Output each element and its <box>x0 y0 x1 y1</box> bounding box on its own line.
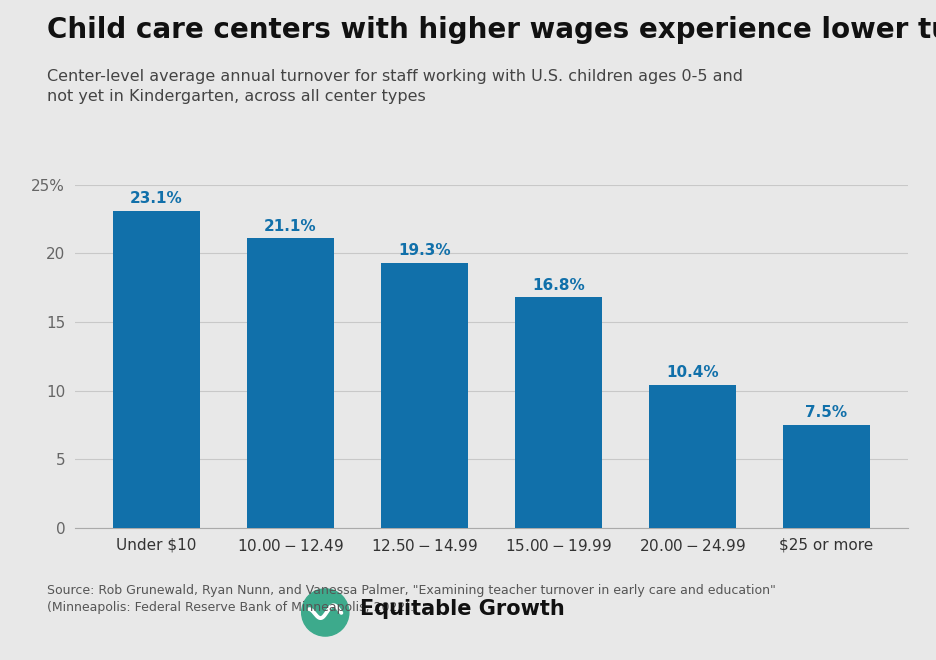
Text: 16.8%: 16.8% <box>532 278 585 292</box>
Bar <box>649 385 736 528</box>
Text: 10.4%: 10.4% <box>666 366 719 380</box>
Circle shape <box>301 589 349 636</box>
Text: Center-level average annual turnover for staff working with U.S. children ages 0: Center-level average annual turnover for… <box>47 69 743 104</box>
Bar <box>782 425 870 528</box>
Text: Source: Rob Grunewald, Ryan Nunn, and Vanessa Palmer, "Examining teacher turnove: Source: Rob Grunewald, Ryan Nunn, and Va… <box>47 584 776 614</box>
Text: Child care centers with higher wages experience lower turnover: Child care centers with higher wages exp… <box>47 16 936 44</box>
Text: Equitable Growth: Equitable Growth <box>360 599 565 619</box>
Bar <box>112 211 200 528</box>
Bar <box>515 298 602 528</box>
Text: 7.5%: 7.5% <box>806 405 848 420</box>
Text: 23.1%: 23.1% <box>130 191 183 206</box>
Text: 19.3%: 19.3% <box>398 244 451 258</box>
Bar <box>381 263 468 528</box>
Bar <box>247 238 334 528</box>
Text: 21.1%: 21.1% <box>264 218 316 234</box>
